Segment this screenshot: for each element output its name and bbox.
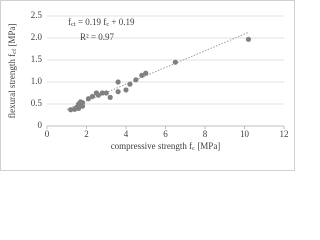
data-point: [89, 93, 96, 100]
r-squared: R² = 0.97: [80, 32, 115, 42]
data-point: [76, 105, 82, 111]
equation: fct = 0.19 fc + 0.19: [68, 17, 135, 28]
equation-part: = 0.19 f: [76, 17, 107, 27]
equation-part: f: [68, 17, 71, 27]
data-point: [115, 89, 121, 95]
data-point: [127, 81, 133, 87]
data-point: [107, 94, 113, 100]
data-point: [68, 107, 74, 113]
y-tick-label: 0.5: [31, 98, 43, 108]
y-tick-label: 1.0: [31, 76, 43, 86]
x-axis-label-part: compressive strength f: [111, 141, 192, 151]
y-axis-label-part: flexural strength f: [7, 54, 17, 118]
equation-part: + 0.19: [109, 17, 135, 27]
equation-part: c: [106, 21, 109, 28]
data-point: [245, 36, 252, 42]
y-tick-label: 2.5: [31, 10, 43, 20]
data-point: [103, 90, 109, 96]
data-point: [143, 70, 149, 76]
y-tick-label: 0: [38, 120, 43, 130]
data-point: [85, 96, 92, 102]
data-point: [79, 100, 86, 106]
data-point: [115, 79, 121, 85]
data-point: [95, 92, 101, 98]
x-tick-label: 8: [203, 129, 208, 139]
equation-part: ct: [71, 21, 76, 28]
chart-frame: [0, 0, 295, 171]
x-axis-label: compressive strength fc [MPa]: [111, 141, 221, 152]
data-point: [172, 59, 178, 65]
y-axis-label: flexural strength fcf [MPa]: [7, 24, 18, 119]
x-tick-label: 2: [84, 129, 89, 139]
y-tick-label: 2.0: [31, 32, 43, 42]
chart: 0 0.5 1.0 1.5 2.0 2.5 0 2 4 6 8 10 12 compressive str…: [0, 0, 295, 171]
x-tick-label: 12: [280, 129, 289, 139]
x-tick-label: 0: [45, 129, 50, 139]
x-tick-label: 6: [163, 129, 168, 139]
data-point: [123, 87, 129, 93]
data-point: [133, 77, 139, 83]
data-point: [139, 72, 145, 78]
y-tick-label: 1.5: [31, 54, 43, 64]
y-axis-label-part: [MPa]: [7, 24, 17, 49]
x-axis-label-part: c: [192, 145, 195, 152]
x-axis-label-part: [MPa]: [195, 141, 220, 151]
data-point: [99, 90, 105, 96]
x-tick-label: 4: [124, 129, 129, 139]
y-axis-label-part: cf: [11, 48, 18, 54]
x-tick-label: 10: [240, 129, 250, 139]
